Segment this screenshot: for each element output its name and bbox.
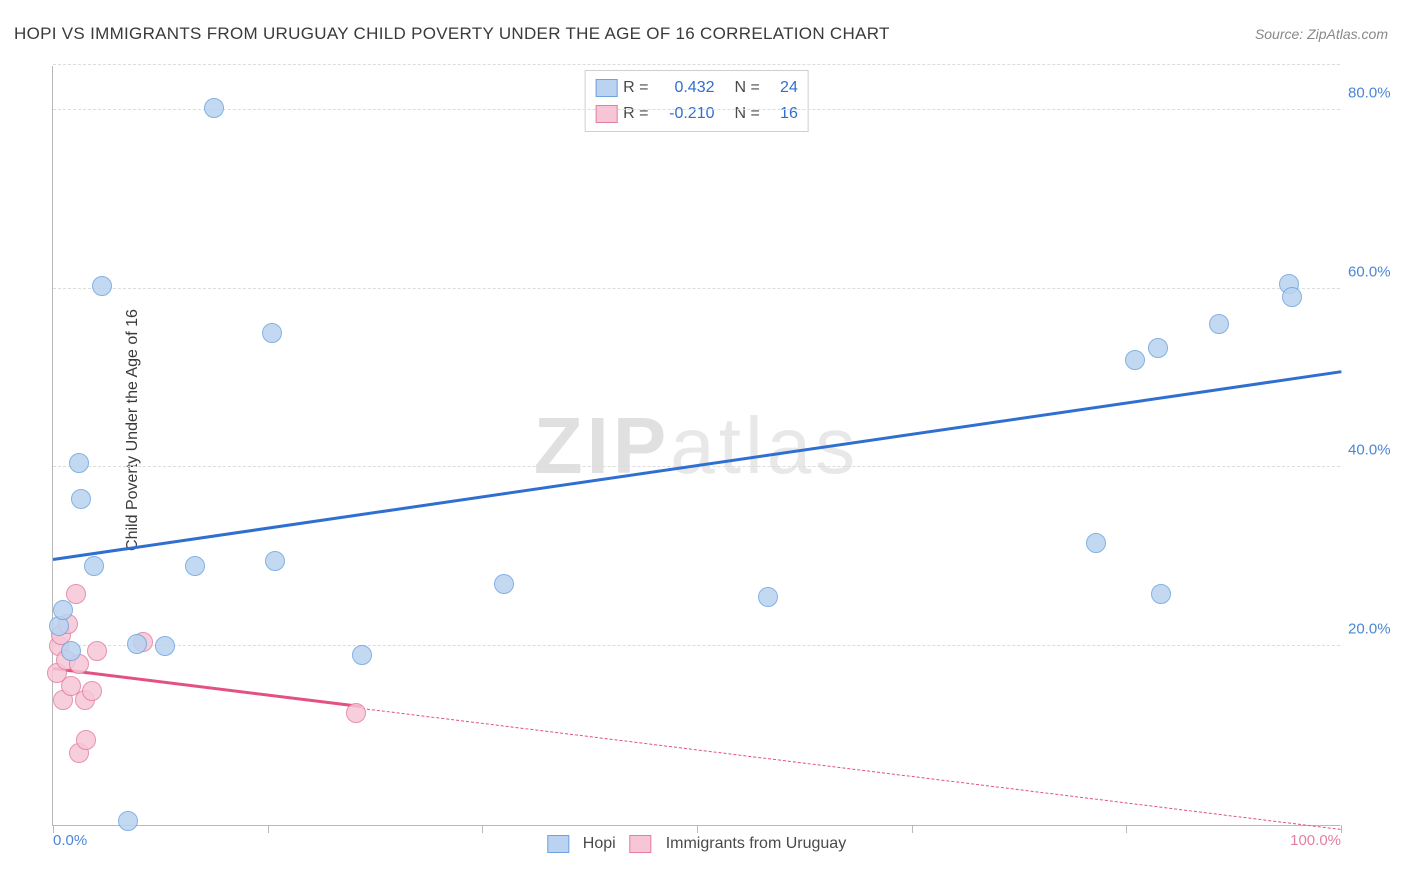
data-point-hopi	[1125, 350, 1145, 370]
legend-row-hopi: R = 0.432 N = 24	[595, 75, 798, 101]
legend-label-uruguay: Immigrants from Uruguay	[666, 835, 847, 853]
n-value-uruguay: 16	[766, 105, 798, 123]
data-point-hopi	[1086, 533, 1106, 553]
x-axis-tick	[482, 825, 483, 833]
data-point-hopi	[758, 587, 778, 607]
x-axis-tick	[268, 825, 269, 833]
data-point-hopi	[494, 574, 514, 594]
legend-label-hopi: Hopi	[583, 835, 616, 853]
data-point-hopi	[127, 634, 147, 654]
x-axis-tick	[1126, 825, 1127, 833]
watermark-bold: ZIP	[534, 401, 670, 490]
data-point-hopi	[155, 636, 175, 656]
gridline	[53, 109, 1340, 110]
data-point-uruguay	[76, 730, 96, 750]
legend-swatch-uruguay	[630, 835, 652, 853]
data-point-hopi	[61, 641, 81, 661]
data-point-hopi	[1148, 338, 1168, 358]
data-point-hopi	[1151, 584, 1171, 604]
x-axis-tick	[912, 825, 913, 833]
r-value-uruguay: -0.210	[655, 105, 715, 123]
x-axis-tick-label: 100.0%	[1290, 832, 1341, 849]
n-value-hopi: 24	[766, 79, 798, 97]
gridline	[53, 288, 1340, 289]
watermark: ZIPatlas	[534, 400, 859, 492]
trend-line	[362, 708, 1341, 830]
data-point-hopi	[118, 811, 138, 831]
y-axis-tick-label: 20.0%	[1348, 621, 1406, 638]
gridline	[53, 645, 1340, 646]
data-point-hopi	[69, 453, 89, 473]
data-point-hopi	[1282, 287, 1302, 307]
legend-swatch-hopi	[595, 79, 617, 97]
data-point-uruguay	[346, 703, 366, 723]
data-point-uruguay	[66, 584, 86, 604]
data-point-uruguay	[87, 641, 107, 661]
n-label: N =	[735, 105, 760, 123]
r-value-hopi: 0.432	[655, 79, 715, 97]
data-point-hopi	[92, 276, 112, 296]
chart-title: HOPI VS IMMIGRANTS FROM URUGUAY CHILD PO…	[14, 24, 890, 44]
data-point-hopi	[71, 489, 91, 509]
data-point-hopi	[53, 600, 73, 620]
source-attribution: Source: ZipAtlas.com	[1255, 26, 1388, 42]
y-axis-tick-label: 40.0%	[1348, 442, 1406, 459]
gridline	[53, 64, 1340, 65]
correlation-legend: R = 0.432 N = 24 R = -0.210 N = 16	[584, 70, 809, 132]
series-legend: Hopi Immigrants from Uruguay	[547, 835, 846, 853]
x-axis-tick	[697, 825, 698, 833]
y-axis-tick-label: 80.0%	[1348, 84, 1406, 101]
r-label: R =	[623, 105, 648, 123]
x-axis-tick-label: 0.0%	[53, 832, 87, 849]
r-label: R =	[623, 79, 648, 97]
data-point-hopi	[185, 556, 205, 576]
x-axis-tick	[1341, 825, 1342, 833]
scatter-plot-area: ZIPatlas R = 0.432 N = 24 R = -0.210 N =…	[52, 66, 1340, 826]
legend-swatch-uruguay	[595, 105, 617, 123]
data-point-hopi	[84, 556, 104, 576]
y-axis-tick-label: 60.0%	[1348, 263, 1406, 280]
data-point-hopi	[352, 645, 372, 665]
data-point-hopi	[262, 323, 282, 343]
legend-swatch-hopi	[547, 835, 569, 853]
data-point-uruguay	[82, 681, 102, 701]
data-point-hopi	[265, 551, 285, 571]
data-point-hopi	[1209, 314, 1229, 334]
legend-row-uruguay: R = -0.210 N = 16	[595, 101, 798, 127]
n-label: N =	[735, 79, 760, 97]
data-point-hopi	[204, 98, 224, 118]
